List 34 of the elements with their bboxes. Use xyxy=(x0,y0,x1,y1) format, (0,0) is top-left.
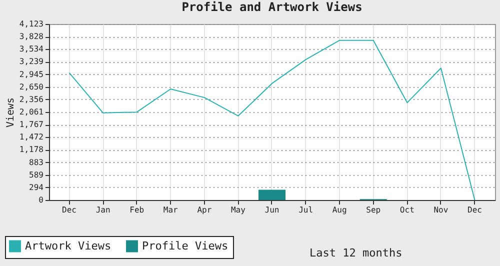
y-tick-label: 2,061 xyxy=(19,108,44,117)
y-tick-label: 294 xyxy=(29,182,44,192)
x-tick-label: Jun xyxy=(264,206,280,214)
y-tick-label: 2,945 xyxy=(19,70,44,79)
x-tick-label: Apr xyxy=(197,206,212,214)
x-tick-label: Dec xyxy=(62,206,77,214)
y-tick-label: 883 xyxy=(29,158,44,167)
x-tick-label: Aug xyxy=(332,206,347,214)
y-tick-label: 4,123 xyxy=(19,20,44,28)
legend-label: Artwork Views xyxy=(25,239,112,252)
legend-label: Profile Views xyxy=(142,239,228,252)
y-tick-label: 1,472 xyxy=(19,132,44,142)
x-tick-label: May xyxy=(230,206,246,214)
x-tick-label: Jan xyxy=(96,206,110,214)
y-tick-label: 3,239 xyxy=(19,57,44,66)
y-axis-title: Views xyxy=(5,97,16,128)
y-tick-label: 1,767 xyxy=(19,120,44,130)
y-tick-label: 3,828 xyxy=(19,32,44,42)
chart-title: Profile and Artwork Views xyxy=(182,0,362,14)
x-tick-label: Dec xyxy=(468,206,482,214)
x-tick-label: Jul xyxy=(298,206,314,214)
x-tick-label: Nov xyxy=(434,206,448,214)
y-tick-label: 0 xyxy=(38,196,44,204)
x-tick-label: Feb xyxy=(130,206,144,214)
y-tick-label: 3,534 xyxy=(19,44,44,54)
x-tick-label: Oct xyxy=(400,206,415,214)
x-tick-label: Mar xyxy=(163,206,178,214)
y-tick-label: 2,356 xyxy=(19,94,44,104)
line-series xyxy=(68,40,476,200)
y-tick-label: 2,650 xyxy=(19,82,44,92)
y-tick-label: 1,178 xyxy=(19,145,44,154)
y-tick-label: 589 xyxy=(29,170,44,180)
x-axis-title: Last 12 months xyxy=(310,246,402,260)
x-tick-label: Sep xyxy=(366,206,381,214)
